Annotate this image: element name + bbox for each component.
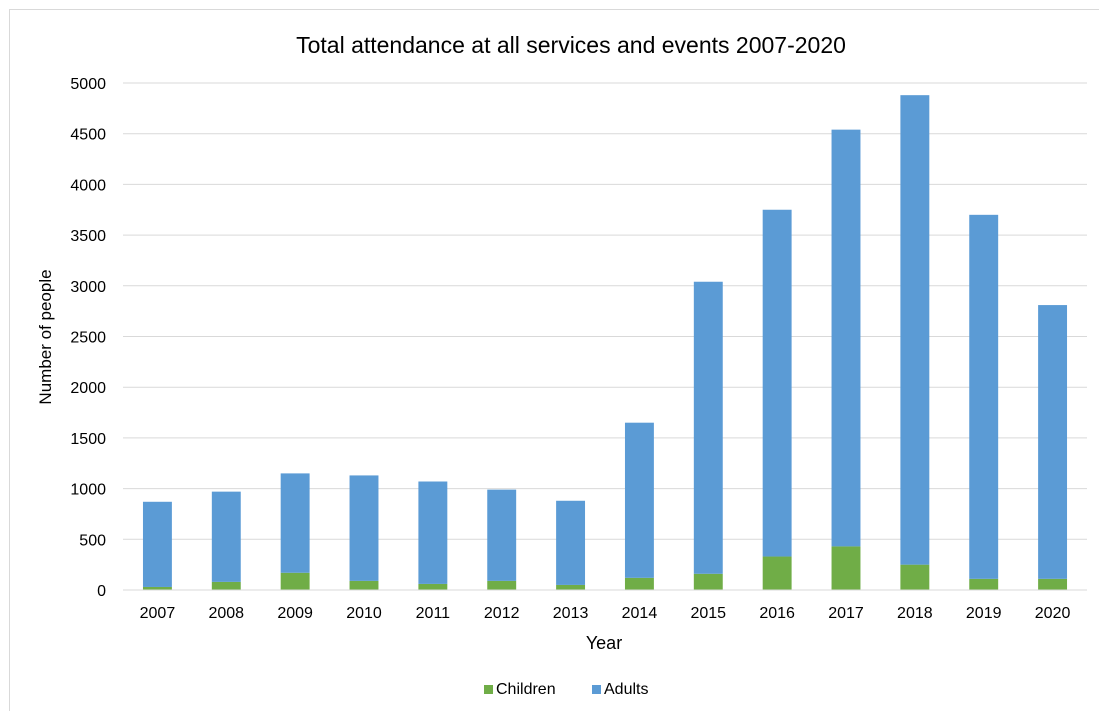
bar-adults-2012 xyxy=(487,489,517,581)
bar-adults-2011 xyxy=(418,481,448,584)
y-tick-label: 4500 xyxy=(70,127,106,144)
bar-children-2009 xyxy=(280,572,310,590)
x-tick-label: 2015 xyxy=(690,605,726,622)
grid-lines xyxy=(123,82,1087,540)
x-tick-label: 2009 xyxy=(277,605,313,622)
bar-children-2014 xyxy=(624,577,654,590)
bar-adults-2019 xyxy=(969,214,999,579)
x-tick-label: 2020 xyxy=(1035,605,1071,622)
x-tick-label: 2011 xyxy=(416,605,451,622)
bars xyxy=(142,95,1068,590)
bar-children-2010 xyxy=(349,580,379,590)
x-tick-label: 2014 xyxy=(622,605,658,622)
legend-label-children: Children xyxy=(496,681,556,698)
x-tick-label: 2012 xyxy=(484,605,520,622)
bar-children-2007 xyxy=(142,586,172,590)
legend: Children Adults xyxy=(484,681,648,698)
bar-children-2011 xyxy=(418,583,448,590)
bar-children-2018 xyxy=(900,564,930,590)
bar-adults-2013 xyxy=(556,500,586,585)
bar-adults-2018 xyxy=(900,95,930,565)
chart-frame: Total attendance at all services and eve… xyxy=(9,9,1099,711)
bar-children-2008 xyxy=(211,581,241,590)
y-axis-tick-labels: 0 500 1000 1500 2000 2500 3000 3500 4000 4500 5000 xyxy=(70,76,106,600)
y-axis-title: Number of people xyxy=(36,269,55,404)
y-tick-label: 500 xyxy=(79,532,106,549)
bar-children-2015 xyxy=(693,573,723,590)
bar-adults-2016 xyxy=(762,209,792,557)
x-tick-label: 2010 xyxy=(346,605,382,622)
bar-adults-2008 xyxy=(211,491,241,582)
bar-children-2013 xyxy=(556,584,586,590)
bar-children-2019 xyxy=(969,578,999,590)
y-tick-label: 1000 xyxy=(70,482,106,499)
y-tick-label: 3500 xyxy=(70,228,106,245)
x-tick-label: 2016 xyxy=(759,605,795,622)
x-tick-label: 2019 xyxy=(966,605,1002,622)
bar-adults-2014 xyxy=(624,422,654,578)
x-tick-label: 2018 xyxy=(897,605,933,622)
bar-adults-2009 xyxy=(280,473,310,573)
y-tick-label: 4000 xyxy=(70,177,106,194)
bar-children-2017 xyxy=(831,546,861,590)
bar-adults-2017 xyxy=(831,129,861,547)
y-tick-label: 5000 xyxy=(70,76,106,93)
y-tick-label: 0 xyxy=(97,583,106,600)
legend-swatch-children xyxy=(484,685,493,694)
x-tick-label: 2008 xyxy=(208,605,244,622)
bar-children-2016 xyxy=(762,556,792,590)
y-tick-label: 2000 xyxy=(70,380,106,397)
legend-swatch-adults xyxy=(592,685,601,694)
bar-children-2012 xyxy=(487,580,517,590)
x-tick-label: 2017 xyxy=(828,605,864,622)
bar-adults-2015 xyxy=(693,281,723,574)
legend-label-adults: Adults xyxy=(604,681,648,698)
y-tick-label: 1500 xyxy=(70,431,106,448)
y-tick-label: 2500 xyxy=(70,330,106,347)
bar-adults-2010 xyxy=(349,475,379,581)
bar-adults-2020 xyxy=(1038,305,1068,579)
x-axis-tick-labels: 2007 2008 2009 2010 2011 2012 2013 2014 2015 2016… xyxy=(140,605,1071,622)
x-tick-label: 2007 xyxy=(140,605,176,622)
x-axis-title: Year xyxy=(586,633,622,653)
y-tick-label: 3000 xyxy=(70,279,106,296)
bar-children-2020 xyxy=(1038,578,1068,590)
bar-adults-2007 xyxy=(142,501,172,587)
x-tick-label: 2013 xyxy=(553,605,589,622)
chart-svg: Total attendance at all services and eve… xyxy=(36,32,1087,698)
chart-title: Total attendance at all services and eve… xyxy=(296,32,846,58)
